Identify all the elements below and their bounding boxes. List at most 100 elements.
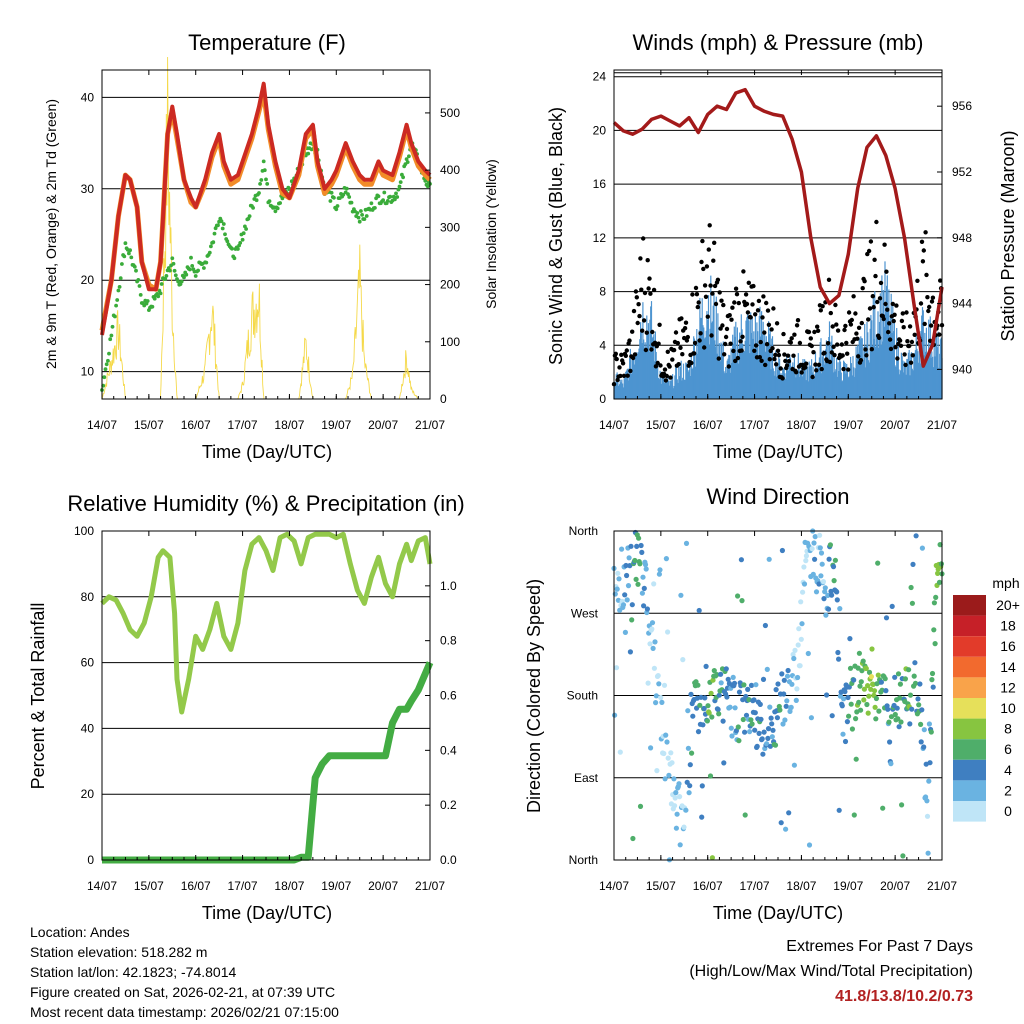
gust-point (775, 348, 781, 353)
dewpoint-point (397, 184, 402, 189)
y-tick-label: 8 (599, 285, 606, 299)
gust-point (907, 343, 912, 349)
gust-point (786, 359, 792, 364)
x-tick-label: 16/07 (181, 879, 211, 893)
gust-point (707, 223, 712, 228)
y-tick-label: 20 (81, 787, 95, 801)
direction-point (938, 561, 945, 567)
direction-point (885, 706, 891, 712)
gust-point (735, 355, 741, 361)
direction-point (765, 726, 772, 732)
gust-point (874, 219, 879, 225)
direction-point (757, 701, 763, 708)
dewpoint-point (156, 294, 161, 299)
direction-point (769, 721, 775, 727)
dewpoint-point (204, 260, 209, 265)
gust-point (921, 248, 926, 253)
y2-tick-label: 0.4 (440, 743, 457, 757)
dewpoint-point (393, 197, 397, 202)
dewpoint-point (173, 273, 178, 278)
gust-point (856, 325, 862, 330)
gust-point (888, 346, 894, 352)
direction-point (805, 650, 811, 657)
direction-point (752, 710, 758, 716)
dewpoint-point (219, 219, 224, 224)
direction-point (715, 706, 721, 713)
gust-point (873, 273, 878, 279)
gust-point (726, 364, 731, 369)
direction-point (764, 741, 770, 747)
direction-point (655, 673, 661, 679)
gust-point (764, 300, 769, 306)
direction-point (837, 606, 843, 612)
gust-point (702, 345, 707, 350)
gust-point (635, 320, 640, 326)
direction-point (909, 706, 915, 712)
y-tick-label: 60 (81, 656, 95, 670)
gust-point (628, 368, 633, 374)
direction-point (886, 719, 892, 725)
direction-point (709, 714, 715, 720)
winds-y2-label: Station Pressure (Maroon) (998, 130, 1018, 341)
gust-point (924, 272, 929, 278)
gust-point (633, 289, 639, 294)
y2-tick-label: 0.8 (440, 634, 457, 648)
gust-point (706, 247, 711, 252)
direction-point (848, 701, 854, 707)
gust-point (614, 356, 619, 362)
direction-point (780, 721, 786, 727)
direction-point (803, 558, 809, 564)
dewpoint-point (347, 195, 352, 199)
direction-point (907, 721, 913, 727)
gust-point (634, 295, 639, 300)
gust-point (862, 279, 867, 284)
dewpoint-point (176, 279, 181, 284)
humidity-x-label: Time (Day/UTC) (202, 903, 332, 923)
direction-point (764, 666, 770, 673)
gust-point (631, 308, 637, 314)
gust-point (689, 360, 694, 366)
direction-point (810, 571, 816, 578)
y-tick-label: 80 (81, 590, 95, 604)
gust-point (892, 312, 897, 317)
gust-point (834, 322, 839, 327)
gust-point (645, 258, 650, 263)
direction-point (617, 749, 623, 755)
direction-point (777, 707, 783, 713)
dewpoint-point (273, 209, 278, 214)
gust-point (784, 363, 790, 368)
legend-label: 2 (1004, 782, 1012, 798)
gust-point (647, 276, 652, 281)
direction-point (629, 617, 635, 623)
direction-point (845, 694, 851, 701)
direction-point (651, 665, 658, 671)
dewpoint-point (382, 190, 387, 195)
gust-point (639, 287, 644, 292)
dewpoint-point (275, 206, 280, 211)
gust-point (886, 329, 891, 335)
y2-tick-label: 956 (952, 99, 972, 113)
direction-point (928, 729, 934, 735)
gust-point (858, 358, 864, 363)
gust-point (905, 339, 910, 344)
gust-point (882, 242, 887, 247)
gust-point (814, 368, 819, 373)
direction-point (818, 550, 825, 556)
gust-point (676, 362, 681, 367)
gust-point (893, 345, 898, 350)
gust-point (641, 236, 646, 241)
direction-point (672, 803, 678, 809)
direction-point (918, 721, 924, 728)
direction-point (811, 540, 817, 546)
gust-point (717, 290, 722, 295)
y-tick-label: 30 (81, 182, 95, 196)
gust-point (653, 364, 659, 369)
gust-point (767, 357, 772, 362)
direction-point (836, 656, 842, 662)
direction-point (817, 532, 823, 538)
gust-point (712, 283, 718, 289)
direction-point (685, 745, 692, 751)
dewpoint-point (128, 248, 133, 253)
direction-point (664, 739, 670, 745)
legend-label: 20+ (996, 597, 1020, 613)
